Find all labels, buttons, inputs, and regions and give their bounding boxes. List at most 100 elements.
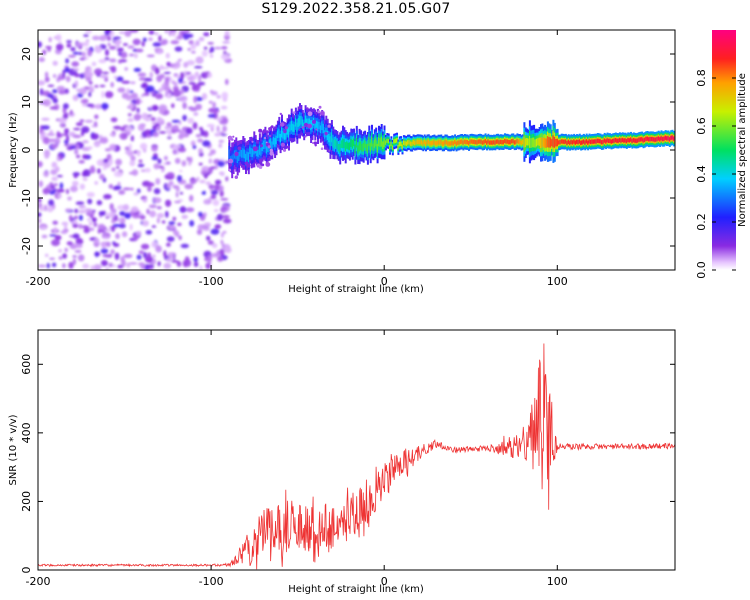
ridge-cell xyxy=(656,137,659,142)
noise-speck xyxy=(109,211,116,219)
ridge-cell xyxy=(271,141,274,150)
ridge-cell xyxy=(304,115,307,124)
noise-speck xyxy=(75,201,85,205)
ridge-cell xyxy=(337,144,340,152)
snr-x-tick-label: 100 xyxy=(547,575,568,588)
noise-speck xyxy=(130,155,136,162)
noise-speck xyxy=(93,222,98,227)
halo-dot xyxy=(234,151,239,157)
noise-speck xyxy=(82,154,87,160)
noise-speck xyxy=(152,131,159,138)
noise-speck xyxy=(52,98,58,104)
noise-speck xyxy=(137,123,145,131)
ridge-cell xyxy=(360,141,362,151)
noise-speck xyxy=(156,206,162,210)
noise-speck xyxy=(64,128,70,135)
noise-speck xyxy=(211,109,220,113)
ridge-cell xyxy=(466,140,469,145)
noise-speck xyxy=(93,264,102,270)
ridge-cell xyxy=(591,139,594,144)
ridge-cell xyxy=(364,140,367,148)
noise-speck xyxy=(44,76,50,83)
noise-speck xyxy=(207,42,214,45)
ridge-cell xyxy=(405,141,408,146)
noise-speck xyxy=(51,262,57,268)
noise-speck xyxy=(174,46,183,52)
noise-speck xyxy=(202,227,211,231)
noise-speck xyxy=(147,252,152,259)
noise-speck xyxy=(189,156,193,163)
noise-speck xyxy=(110,249,115,255)
ridge-cell xyxy=(397,145,400,150)
noise-speck xyxy=(199,179,206,184)
ridge-cell xyxy=(445,140,448,145)
noise-speck xyxy=(47,84,55,88)
spectrogram-ridge xyxy=(227,103,675,179)
noise-speck xyxy=(111,226,115,233)
noise-speck xyxy=(96,159,106,167)
ridge-cell xyxy=(607,138,610,143)
noise-speck xyxy=(179,169,183,173)
noise-speck xyxy=(72,172,81,177)
noise-speck xyxy=(176,261,182,267)
halo-dot xyxy=(313,141,318,145)
noise-speck xyxy=(178,134,184,140)
noise-speck xyxy=(153,90,160,94)
noise-speck xyxy=(88,221,93,226)
noise-speck xyxy=(51,176,58,182)
noise-speck xyxy=(97,168,101,174)
colorbar-tick-label: 0.0 xyxy=(695,261,708,279)
colorbar-label: Normalized spectral amplitude xyxy=(737,73,748,227)
snr-x-tick-label: -100 xyxy=(199,575,224,588)
noise-speck xyxy=(40,226,47,230)
noise-speck xyxy=(156,212,165,219)
noise-speck xyxy=(83,34,89,37)
noise-speck xyxy=(116,166,120,169)
ridge-cell xyxy=(276,130,279,139)
noise-speck xyxy=(56,85,66,92)
noise-speck xyxy=(66,43,72,48)
noise-speck xyxy=(100,259,108,267)
ridge-cell xyxy=(340,140,343,148)
halo-dot xyxy=(307,111,313,117)
noise-speck xyxy=(97,223,106,230)
ridge-cell xyxy=(450,141,452,146)
noise-speck xyxy=(65,208,72,212)
noise-speck xyxy=(158,35,162,42)
noise-speck xyxy=(102,167,107,171)
noise-speck xyxy=(222,230,227,234)
noise-speck xyxy=(152,254,156,258)
ridge-cell xyxy=(649,137,652,142)
noise-speck xyxy=(71,61,80,67)
ridge-cell xyxy=(335,139,337,147)
noise-speck xyxy=(221,46,228,50)
noise-speck xyxy=(216,125,220,133)
ridge-cell xyxy=(559,140,562,145)
noise-speck xyxy=(90,265,95,270)
noise-speck xyxy=(66,188,69,195)
ridge-cell xyxy=(553,136,556,148)
noise-speck xyxy=(201,50,208,57)
colorbar-gradient xyxy=(712,30,736,270)
noise-speck xyxy=(166,236,175,242)
noise-speck xyxy=(117,264,124,269)
noise-speck xyxy=(105,266,109,270)
noise-speck xyxy=(61,221,69,226)
noise-speck xyxy=(43,170,49,178)
ridge-cell xyxy=(610,139,613,144)
noise-speck xyxy=(113,243,120,247)
noise-speck xyxy=(224,30,230,37)
ridge-cell xyxy=(242,148,245,158)
noise-speck xyxy=(112,36,122,40)
noise-speck xyxy=(221,91,229,99)
noise-speck xyxy=(104,57,110,61)
noise-speck xyxy=(185,127,193,135)
ridge-cell xyxy=(433,140,436,145)
noise-speck xyxy=(111,167,116,172)
noise-speck xyxy=(56,188,65,193)
noise-speck xyxy=(42,49,47,55)
ridge-cell xyxy=(412,140,415,145)
noise-speck xyxy=(99,74,109,79)
halo-dot xyxy=(286,145,290,149)
noise-speck xyxy=(144,77,153,82)
